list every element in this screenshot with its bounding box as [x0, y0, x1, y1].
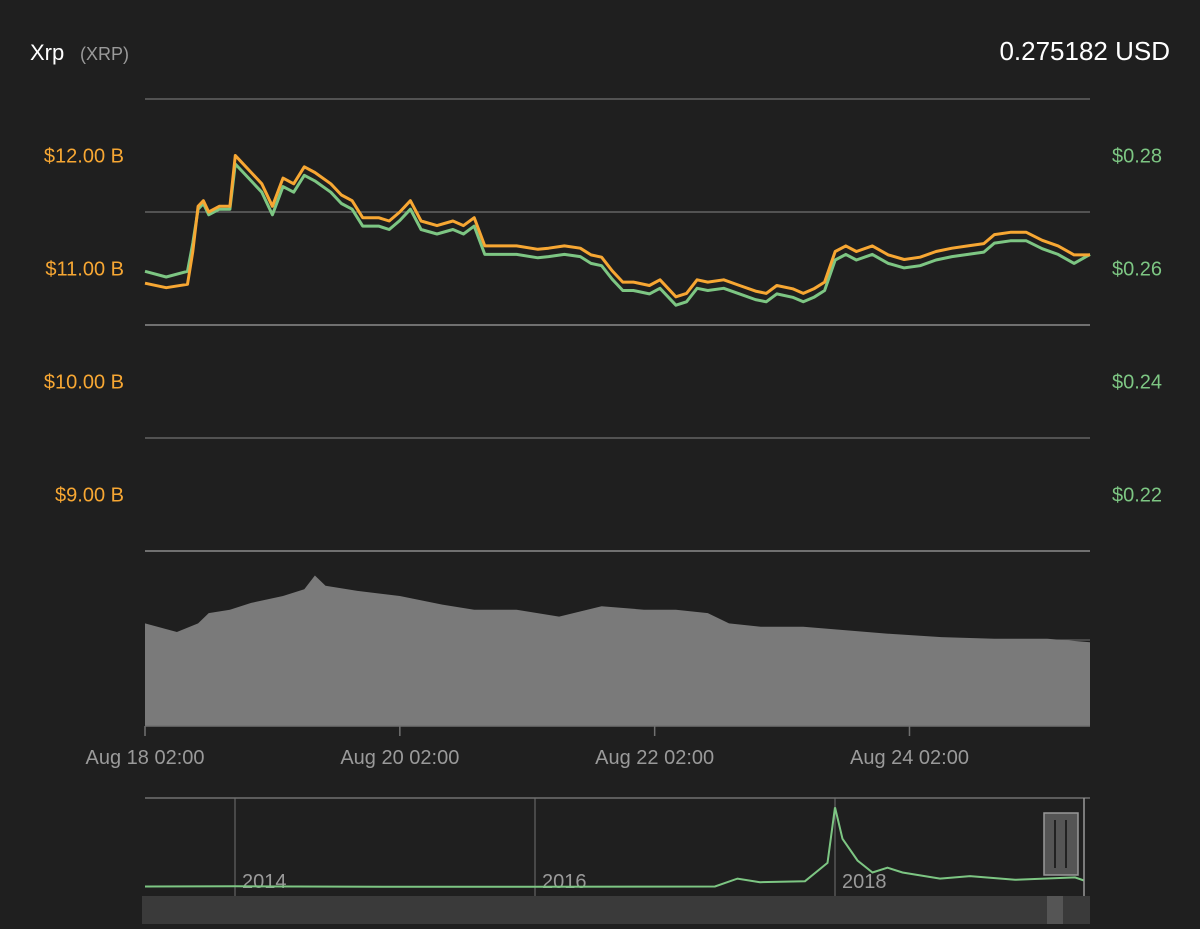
coin-symbol: (XRP): [80, 44, 129, 64]
left-tick-label: $11.00 B: [45, 259, 124, 281]
right-tick-label: $0.22: [1112, 485, 1162, 507]
left-tick-label: $12.00 B: [44, 146, 124, 168]
navigator-year-label: 2016: [542, 871, 587, 893]
navigator-year-label: 2014: [242, 871, 287, 893]
coin-name: Xrp: [30, 40, 64, 65]
left-tick-label: $9.00 B: [55, 485, 124, 507]
x-tick-label: Aug 22 02:00: [595, 747, 714, 769]
series-lines: [144, 154, 1091, 307]
navigator-year-label: 2018: [842, 871, 887, 893]
market-cap-line: [144, 154, 1090, 299]
right-axis-ticks: $0.28 $0.26 $0.24 $0.22: [1112, 146, 1162, 507]
navigator-handle: [1043, 812, 1079, 876]
volume-area-fill: [145, 575, 1090, 726]
right-tick-label: $0.24: [1112, 372, 1162, 394]
navigator-scrollbar: [142, 896, 1090, 924]
x-tick-label: Aug 18 02:00: [86, 747, 205, 769]
volume-area: [145, 575, 1090, 727]
x-tick-label: Aug 24 02:00: [850, 747, 969, 769]
current-price: 0.275182 USD: [999, 36, 1170, 66]
left-tick-label: $10.00 B: [44, 372, 124, 394]
main-grid: [145, 98, 1090, 552]
price-line: [144, 162, 1091, 307]
navigator[interactable]: 2014 2016 2018: [142, 797, 1090, 924]
right-tick-label: $0.26: [1112, 259, 1162, 281]
navigator-price-line: [144, 807, 1085, 888]
left-axis-ticks: $12.00 B $11.00 B $10.00 B $9.00 B: [44, 146, 124, 507]
x-tick-label: Aug 20 02:00: [340, 747, 459, 769]
navigator-scroll-thumb: [1047, 896, 1063, 924]
right-tick-label: $0.28: [1112, 146, 1162, 168]
x-axis-ticks: Aug 18 02:00 Aug 20 02:00 Aug 22 02:00 Aug …: [86, 726, 969, 769]
